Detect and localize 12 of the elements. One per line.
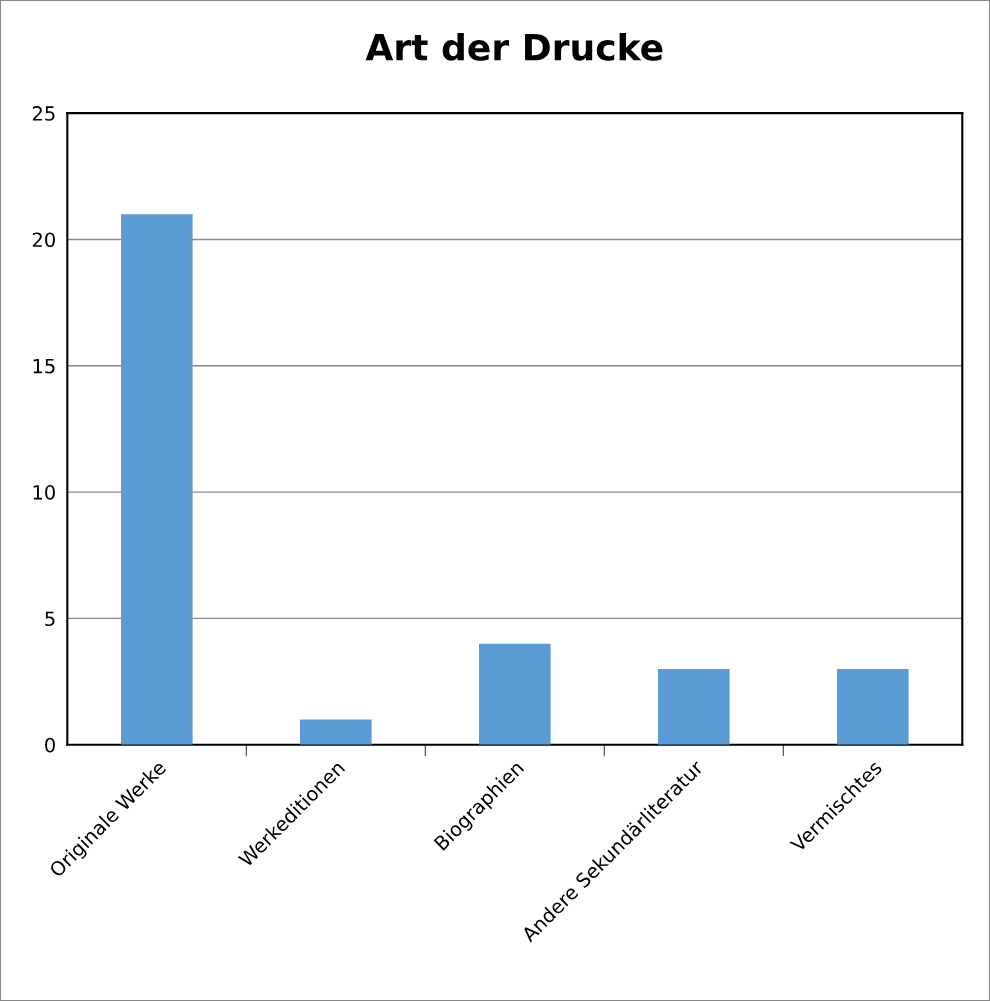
y-tick-label: 20 [32, 232, 55, 248]
bar [657, 668, 730, 745]
bar [121, 214, 193, 745]
bar [300, 719, 372, 745]
y-tick-label: 25 [32, 106, 55, 121]
y-tick-label: 0 [45, 737, 55, 753]
bar [479, 643, 551, 745]
y-tick-label: 10 [33, 485, 55, 500]
y-tick-label: 5 [45, 611, 55, 627]
bar [836, 668, 909, 745]
chart-title: Art der Drucke [365, 32, 663, 61]
y-tick-label: 15 [33, 358, 55, 374]
